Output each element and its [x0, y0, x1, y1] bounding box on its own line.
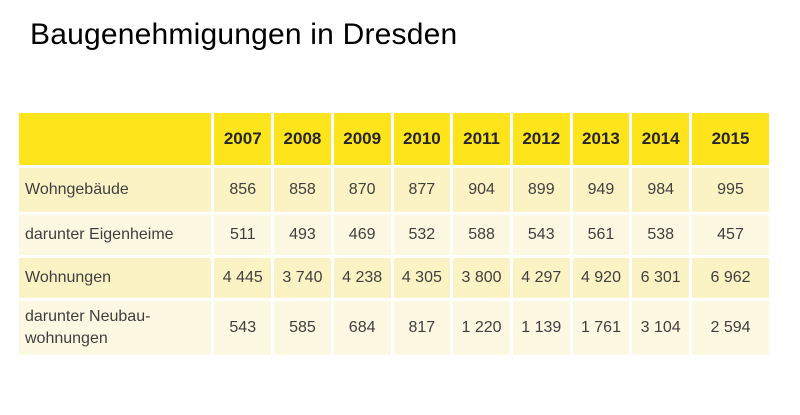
header-year: 2013	[572, 113, 630, 165]
value-cell: 1 220	[453, 301, 510, 355]
value-cell: 585	[274, 301, 331, 355]
value-cell: 511	[214, 215, 272, 255]
value-cell: 984	[632, 168, 690, 212]
value-cell: 995	[692, 168, 769, 212]
value-cell: 532	[393, 215, 451, 255]
table-row: Wohnungen 4 445 3 740 4 238 4 305 3 800 …	[19, 258, 769, 298]
value-cell: 538	[632, 215, 690, 255]
value-cell: 3 800	[453, 258, 510, 298]
header-year: 2011	[453, 113, 510, 165]
value-cell: 1 761	[572, 301, 630, 355]
value-cell: 899	[512, 168, 570, 212]
row-label: darunter Eigenheime	[19, 215, 212, 255]
value-cell: 588	[453, 215, 510, 255]
value-cell: 4 297	[512, 258, 570, 298]
header-year: 2008	[274, 113, 331, 165]
value-cell: 858	[274, 168, 331, 212]
value-cell: 543	[214, 301, 272, 355]
table-row: darunter Eigenheime 511 493 469 532 588 …	[19, 215, 769, 255]
value-cell: 4 305	[393, 258, 451, 298]
value-cell: 4 445	[214, 258, 272, 298]
table-row: darunter Neubau- wohnungen 543 585 684 8…	[19, 301, 769, 355]
header-year: 2015	[692, 113, 769, 165]
table-row: Wohngebäude 856 858 870 877 904 899 949 …	[19, 168, 769, 212]
value-cell: 469	[333, 215, 391, 255]
value-cell: 6 962	[692, 258, 769, 298]
value-cell: 870	[333, 168, 391, 212]
header-empty-cell	[19, 113, 212, 165]
permits-table: 2007 2008 2009 2010 2011 2012 2013 2014 …	[16, 110, 772, 358]
value-cell: 561	[572, 215, 630, 255]
row-label: darunter Neubau- wohnungen	[19, 301, 212, 355]
header-year: 2009	[333, 113, 391, 165]
value-cell: 856	[214, 168, 272, 212]
header-year: 2012	[512, 113, 570, 165]
value-cell: 684	[333, 301, 391, 355]
value-cell: 4 238	[333, 258, 391, 298]
value-cell: 493	[274, 215, 331, 255]
value-cell: 6 301	[632, 258, 690, 298]
value-cell: 457	[692, 215, 769, 255]
header-year: 2010	[393, 113, 451, 165]
value-cell: 2 594	[692, 301, 769, 355]
row-label: Wohngebäude	[19, 168, 212, 212]
value-cell: 4 920	[572, 258, 630, 298]
header-year: 2014	[632, 113, 690, 165]
row-label: Wohnungen	[19, 258, 212, 298]
page-title: Baugenehmigungen in Dresden	[30, 18, 458, 51]
table-header-row: 2007 2008 2009 2010 2011 2012 2013 2014 …	[19, 113, 769, 165]
value-cell: 3 104	[632, 301, 690, 355]
value-cell: 3 740	[274, 258, 331, 298]
value-cell: 817	[393, 301, 451, 355]
value-cell: 949	[572, 168, 630, 212]
header-year: 2007	[214, 113, 272, 165]
value-cell: 1 139	[512, 301, 570, 355]
value-cell: 904	[453, 168, 510, 212]
value-cell: 543	[512, 215, 570, 255]
value-cell: 877	[393, 168, 451, 212]
